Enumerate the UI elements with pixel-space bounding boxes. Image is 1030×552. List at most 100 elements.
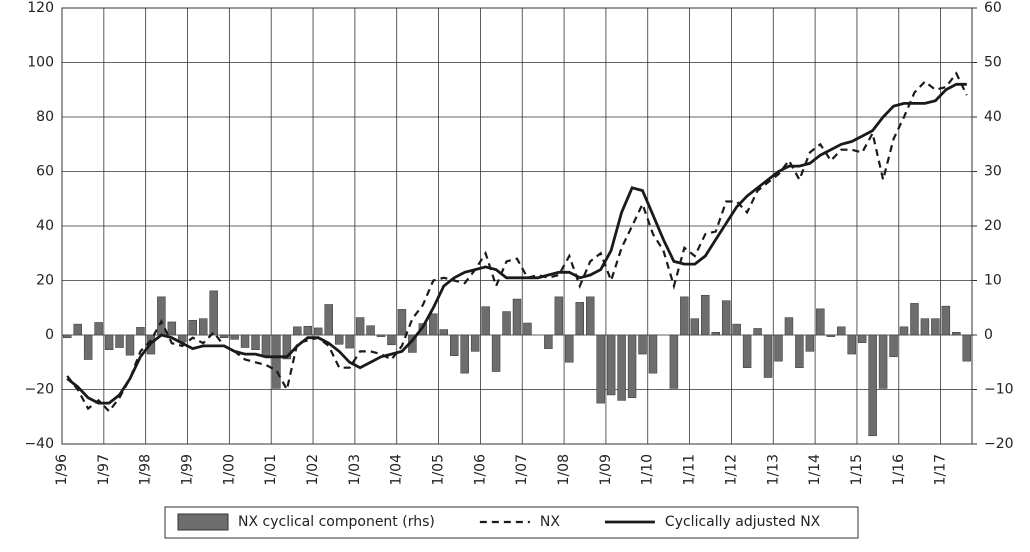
bar (565, 334, 574, 363)
bar (795, 334, 804, 368)
x-tick-label: 1/07 (514, 454, 530, 485)
y-tick-label: 0 (45, 327, 54, 343)
x-tick-label: 1/17 (933, 454, 949, 485)
bar (450, 334, 459, 356)
bar (491, 334, 501, 372)
bar (104, 334, 114, 350)
bar (125, 334, 135, 356)
bar (554, 296, 564, 336)
bar (596, 334, 605, 404)
x-tick-label: 1/97 (96, 454, 112, 485)
bar (376, 334, 386, 337)
bar (941, 305, 951, 336)
x-tick-label: 1/08 (556, 454, 572, 485)
bar (931, 318, 940, 336)
y2-tick-label: 40 (984, 109, 1002, 125)
bar (847, 334, 856, 355)
bar (952, 332, 961, 336)
legend-label: NX (540, 514, 560, 530)
bar (387, 334, 396, 346)
y-tick-label: 100 (27, 55, 54, 71)
legend-swatch (177, 513, 229, 531)
y-tick-label: 20 (36, 273, 54, 289)
bar (355, 317, 365, 336)
bar (742, 334, 752, 368)
x-tick-label: 1/13 (765, 454, 781, 485)
line (66, 82, 967, 405)
y-tick-label: 120 (27, 0, 54, 16)
bar (868, 334, 877, 437)
bar (188, 320, 197, 336)
bar (240, 334, 250, 348)
bar (680, 296, 689, 336)
bar (857, 334, 867, 343)
bar (73, 323, 82, 336)
x-tick-label: 1/15 (849, 454, 865, 485)
bar (826, 334, 836, 337)
bar (429, 313, 438, 336)
bar (230, 334, 239, 340)
bar (251, 334, 260, 350)
bar (962, 334, 971, 362)
bar (899, 326, 909, 336)
bar (701, 294, 710, 336)
legend-label: NX cyclical component (rhs) (238, 514, 435, 530)
bar (784, 317, 794, 336)
y-tick-label: 80 (36, 109, 54, 125)
x-tick-label: 1/02 (305, 454, 321, 485)
bar (606, 334, 616, 396)
bar (669, 334, 679, 389)
bar (481, 306, 490, 336)
bar (544, 334, 553, 349)
y2-tick-label: −10 (984, 382, 1014, 398)
bar (272, 334, 281, 389)
bar (219, 334, 229, 338)
bar (732, 323, 741, 336)
bar (627, 334, 637, 398)
bar (585, 296, 595, 336)
x-tick-label: 1/12 (723, 454, 739, 485)
y2-tick-label: 0 (984, 327, 993, 343)
bar (303, 326, 313, 336)
x-tick-label: 1/10 (640, 454, 656, 485)
x-tick-label: 1/14 (807, 454, 823, 486)
bar (648, 334, 658, 374)
y2-tick-label: −20 (984, 436, 1014, 452)
y2-tick-label: 60 (984, 0, 1002, 16)
bar (920, 318, 930, 336)
x-tick-label: 1/16 (891, 454, 907, 486)
line (66, 71, 968, 413)
bar (83, 334, 93, 360)
y2-tick-label: 10 (984, 273, 1002, 289)
bar (837, 326, 846, 336)
bar (774, 334, 783, 362)
bar (397, 309, 407, 336)
bar (638, 334, 647, 355)
x-tick-label: 1/03 (347, 454, 363, 485)
bar (763, 334, 773, 378)
bar (878, 334, 888, 389)
bar (502, 311, 511, 336)
legend-box (164, 506, 859, 539)
x-tick-label: 1/98 (138, 454, 154, 485)
y-tick-label: −40 (24, 436, 54, 452)
plot-frame (61, 7, 973, 445)
bar (617, 334, 626, 401)
y-tick-label: 60 (36, 164, 54, 180)
bar (334, 334, 344, 345)
bar (470, 334, 480, 352)
bar (136, 327, 145, 336)
y-tick-label: −20 (24, 382, 54, 398)
y2-tick-label: 30 (984, 164, 1002, 180)
x-tick-label: 1/09 (598, 454, 614, 485)
x-tick-label: 1/99 (180, 454, 196, 485)
bar (460, 334, 469, 374)
bar (94, 322, 103, 336)
bar (366, 325, 375, 336)
bar (209, 290, 218, 336)
bar (167, 321, 177, 336)
bar (523, 322, 532, 336)
x-tick-label: 1/05 (431, 454, 447, 485)
y2-tick-label: 50 (984, 55, 1002, 71)
